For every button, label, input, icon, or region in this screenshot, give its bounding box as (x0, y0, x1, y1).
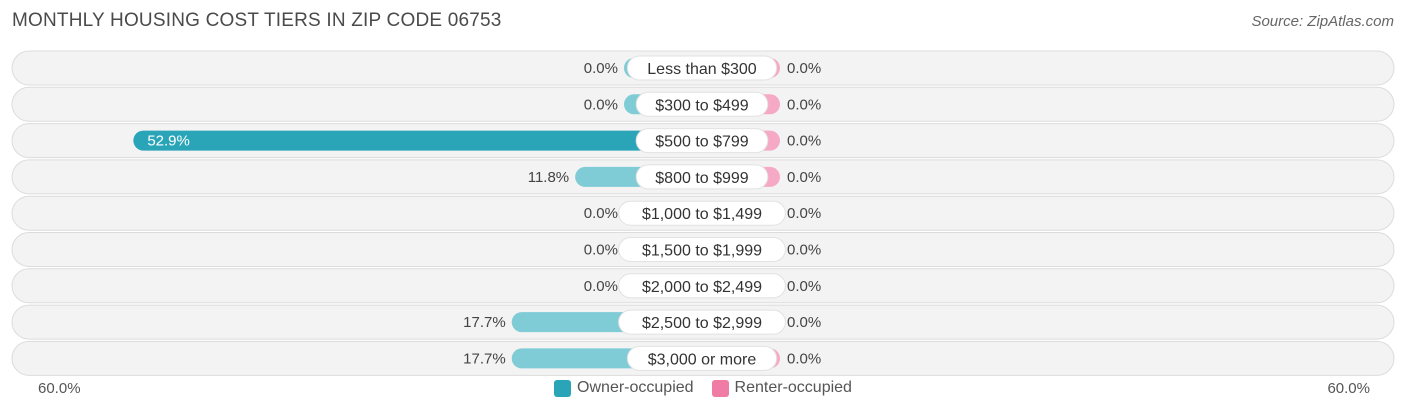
legend-item-renter[interactable]: Renter-occupied (711, 379, 852, 397)
owner-bar (133, 130, 702, 151)
axis-label-left: 60.0% (38, 380, 81, 397)
renter-value-label: 0.0% (787, 96, 821, 113)
renter-value-label: 0.0% (787, 278, 821, 295)
legend-item-owner[interactable]: Owner-occupied (554, 379, 694, 397)
renter-value-label: 0.0% (787, 350, 821, 367)
category-pill (635, 128, 769, 154)
category-pill (635, 164, 769, 190)
category-label: $1,000 to $1,499 (642, 206, 762, 223)
legend-label-owner: Owner-occupied (577, 379, 694, 396)
owner-value-label: 0.0% (584, 205, 618, 222)
category-label: $500 to $799 (655, 134, 749, 151)
category-pill (618, 200, 786, 226)
category-pill (626, 55, 778, 81)
category-label: $800 to $999 (655, 170, 749, 187)
axis-label-right: 60.0% (1327, 380, 1370, 397)
source-label: Source: ZipAtlas.com (1251, 13, 1394, 30)
category-label: $2,000 to $2,499 (642, 279, 762, 296)
category-pill (618, 273, 786, 299)
owner-value-label: 52.9% (147, 133, 190, 150)
renter-value-label: 0.0% (787, 60, 821, 77)
category-label: $2,500 to $2,999 (642, 315, 762, 332)
renter-value-label: 0.0% (787, 314, 821, 331)
owner-value-label: 11.8% (528, 169, 569, 186)
legend-label-renter: Renter-occupied (734, 379, 852, 396)
legend: Owner-occupied Renter-occupied (0, 379, 1406, 397)
category-label: $300 to $499 (655, 97, 749, 114)
owner-value-label: 0.0% (584, 96, 618, 113)
category-pill (618, 237, 786, 262)
renter-value-label: 0.0% (787, 133, 821, 150)
chart-title: MONTHLY HOUSING COST TIERS IN ZIP CODE 0… (12, 10, 502, 31)
category-pill (635, 91, 769, 117)
legend-swatch-renter (711, 379, 729, 397)
category-pill (618, 309, 786, 335)
category-pill (626, 345, 778, 371)
category-label: Less than $300 (647, 61, 757, 78)
renter-value-label: 0.0% (787, 242, 821, 259)
category-label: $3,000 or more (648, 351, 757, 368)
owner-value-label: 0.0% (584, 278, 618, 295)
owner-value-label: 0.0% (584, 60, 618, 77)
legend-swatch-owner (554, 379, 572, 397)
category-label: $1,500 to $1,999 (642, 243, 762, 260)
owner-value-label: 17.7% (463, 314, 506, 331)
renter-value-label: 0.0% (787, 205, 821, 222)
renter-value-label: 0.0% (787, 169, 821, 186)
owner-value-label: 0.0% (584, 242, 618, 259)
owner-value-label: 17.7% (463, 350, 506, 367)
